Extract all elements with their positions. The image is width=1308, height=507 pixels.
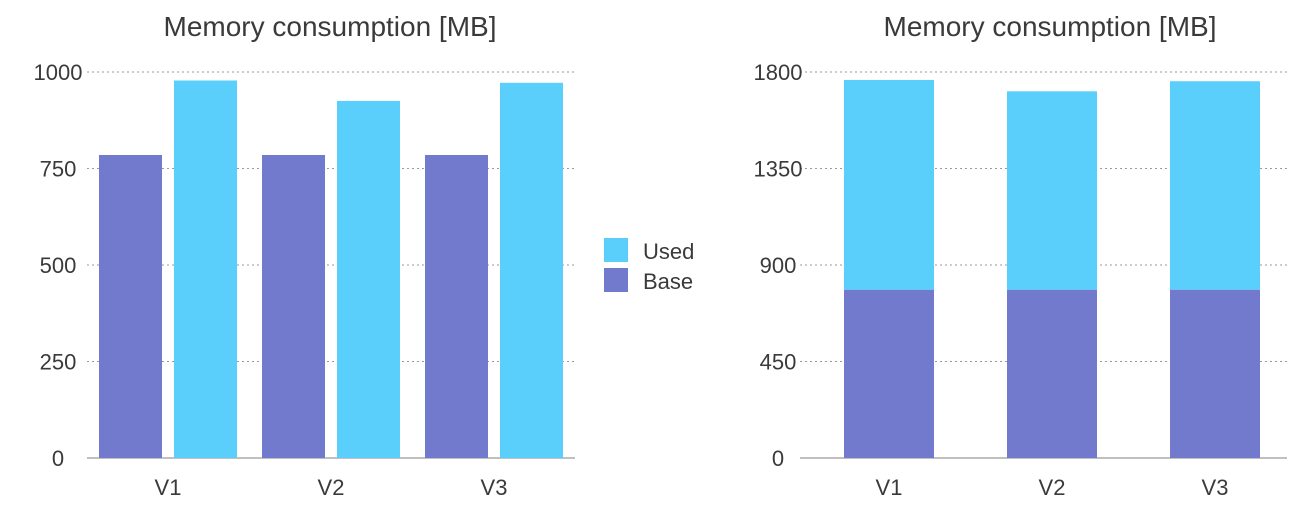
y-tick-label: 0 [772,446,784,471]
y-tick-label: 250 [40,350,77,375]
bar-base-v1 [99,154,162,459]
legend-label-used: Used [643,239,694,264]
bar-base-v3 [425,154,488,459]
bar-used-v2 [337,100,400,458]
y-tick-label: 1800 [754,60,803,85]
y-tick-label: 500 [40,253,77,278]
legend-swatch-used [604,238,628,262]
bar-used-v3 [1170,81,1260,290]
y-tick-label: 900 [760,253,797,278]
x-tick-label: V3 [1202,475,1229,500]
y-tick-label: 1000 [34,60,83,85]
chart-title-2: Memory consumption [MB] [884,11,1217,42]
bar-base-v3 [1170,289,1260,458]
x-tick-label: V3 [481,475,508,500]
bar-used-v1 [844,79,934,290]
bar-base-v2 [262,154,325,459]
legend-swatch-base [604,268,628,292]
x-tick-label: V1 [155,475,182,500]
bar-used-v1 [174,80,237,458]
x-tick-label: V2 [318,475,345,500]
x-tick-label: V2 [1039,475,1066,500]
bar-used-v3 [500,82,563,459]
chart-title-1: Memory consumption [MB] [164,11,497,42]
x-tick-label: V1 [876,475,903,500]
bar-used-v2 [1007,91,1097,290]
y-tick-label: 1350 [754,157,803,182]
y-tick-label: 0 [52,446,64,471]
legend-label-base: Base [643,269,693,294]
bar-base-v1 [844,289,934,458]
bar-base-v2 [1007,289,1097,458]
y-tick-label: 450 [760,350,797,375]
y-tick-label: 750 [40,157,77,182]
